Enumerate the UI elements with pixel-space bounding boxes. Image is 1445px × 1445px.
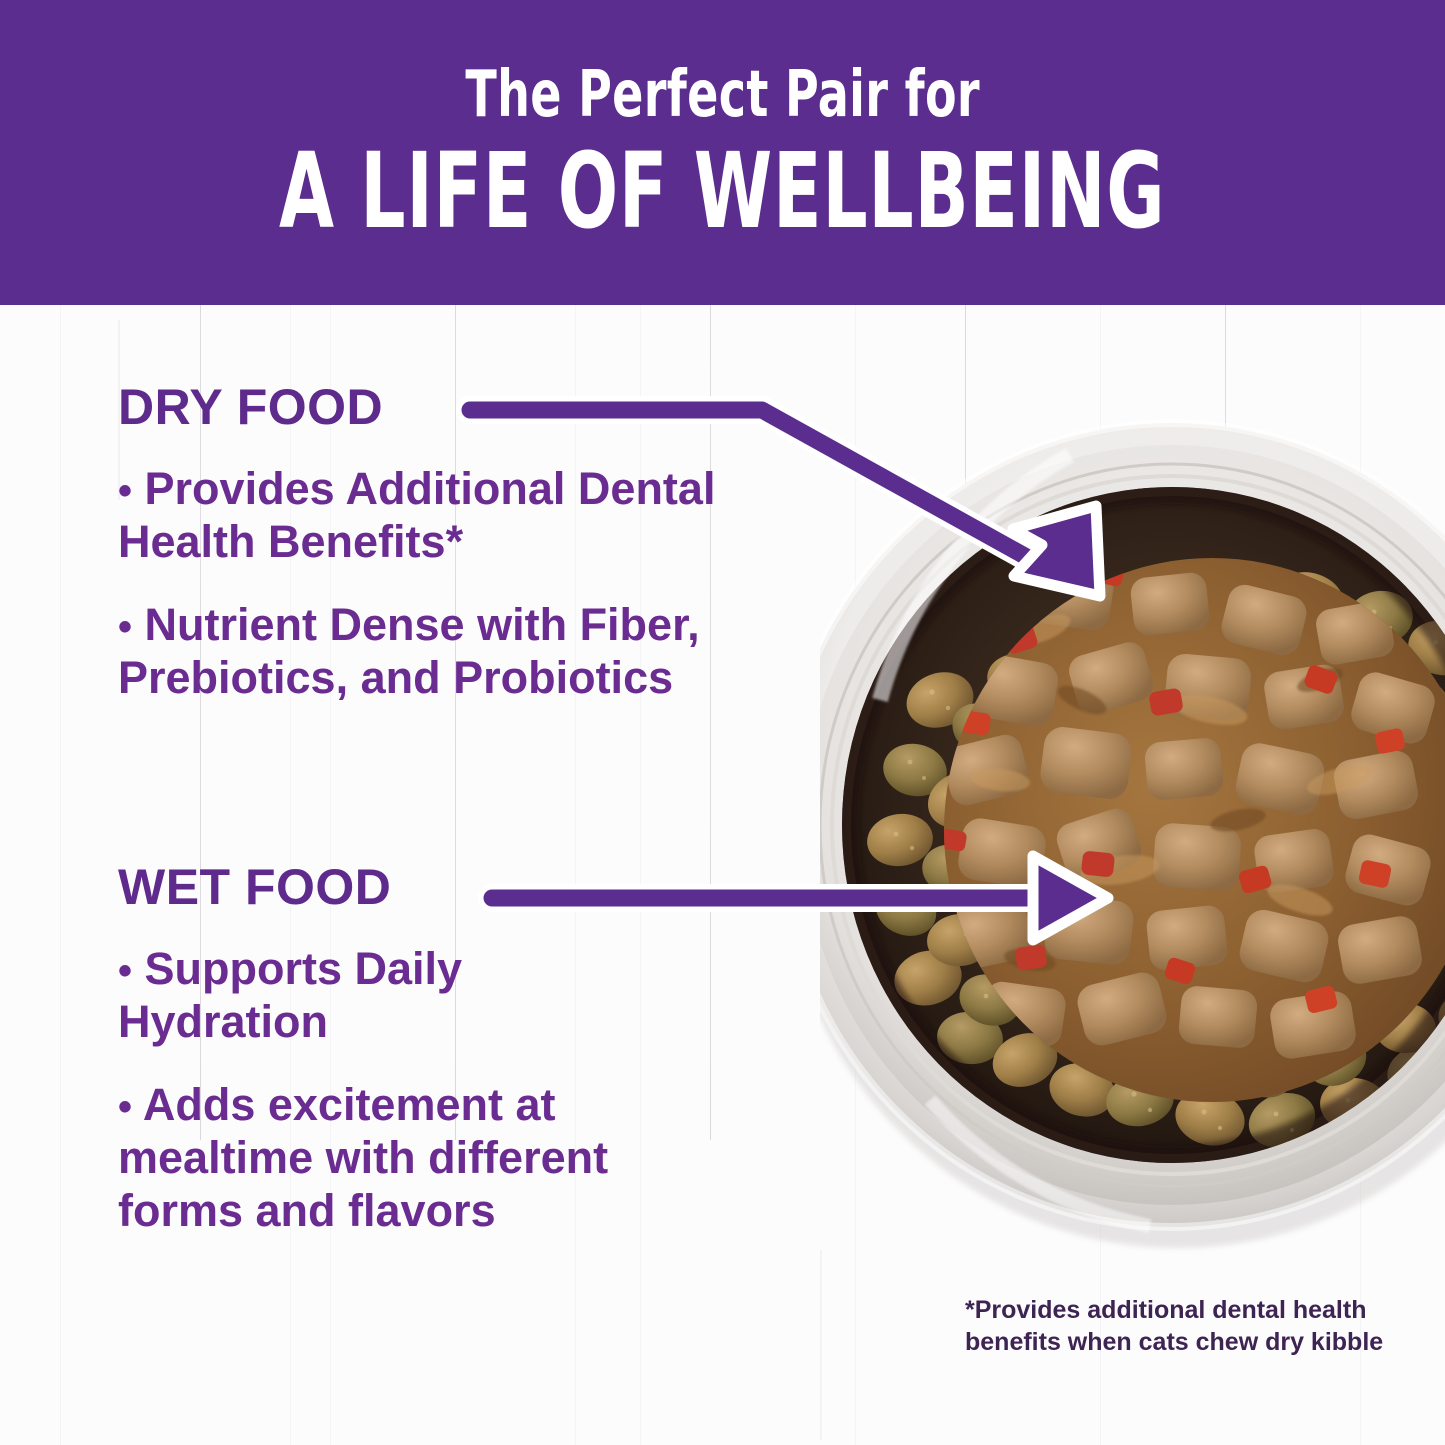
wet-food-bullets: • Supports Daily Hydration • Adds excite… xyxy=(118,942,648,1237)
plank-seam xyxy=(455,0,456,1140)
bullet-icon: • xyxy=(118,1085,133,1130)
footnote-line-2: benefits when cats chew dry kibble xyxy=(965,1328,1384,1356)
bullet-icon: • xyxy=(118,949,133,993)
list-item: • Adds excitement at mealtime with diffe… xyxy=(118,1078,648,1237)
list-item: • Nutrient Dense with Fiber, Prebiotics,… xyxy=(118,598,738,704)
list-item: • Provides Additional Dental Health Bene… xyxy=(118,462,738,568)
bullet-icon: • xyxy=(118,469,133,513)
wet-food-cluster xyxy=(944,558,1445,1102)
list-item-label: Adds excitement at mealtime with differe… xyxy=(118,1079,609,1237)
list-item-label: Supports Daily Hydration xyxy=(118,943,463,1048)
wood-grain xyxy=(330,305,331,1445)
cat-food-bowl-photo xyxy=(776,400,1445,1270)
header-banner: The Perfect Pair for A LIFE OF WELLBEING xyxy=(0,0,1445,305)
wood-grain xyxy=(118,320,120,500)
plank-seam xyxy=(200,0,201,1140)
wood-grain xyxy=(640,305,641,1445)
header-title: A LIFE OF WELLBEING xyxy=(279,129,1166,252)
wet-food-title: WET FOOD xyxy=(118,859,392,915)
dry-food-title: DRY FOOD xyxy=(118,379,384,435)
list-item-label: Provides Additional Dental Health Benefi… xyxy=(118,463,716,568)
list-item: • Supports Daily Hydration xyxy=(118,942,618,1048)
list-item-label: Nutrient Dense with Fiber, Prebiotics, a… xyxy=(118,599,700,704)
wood-grain xyxy=(820,1250,822,1440)
dry-food-bullets: • Provides Additional Dental Health Bene… xyxy=(118,462,738,704)
wood-grain xyxy=(290,305,291,1445)
wet-food-section: WET FOOD • Supports Daily Hydration • Ad… xyxy=(118,862,648,1267)
bowl-illustration xyxy=(776,419,1445,1248)
wood-grain xyxy=(575,305,576,1445)
bullet-icon: • xyxy=(118,605,133,650)
wood-grain xyxy=(60,305,61,1445)
footnote-line-1: *Provides additional dental health xyxy=(965,1296,1367,1324)
footnote: *Provides additional dental health benef… xyxy=(965,1294,1385,1358)
header-subtitle: The Perfect Pair for xyxy=(465,57,980,132)
dry-food-section: DRY FOOD • Provides Additional Dental He… xyxy=(118,382,738,734)
